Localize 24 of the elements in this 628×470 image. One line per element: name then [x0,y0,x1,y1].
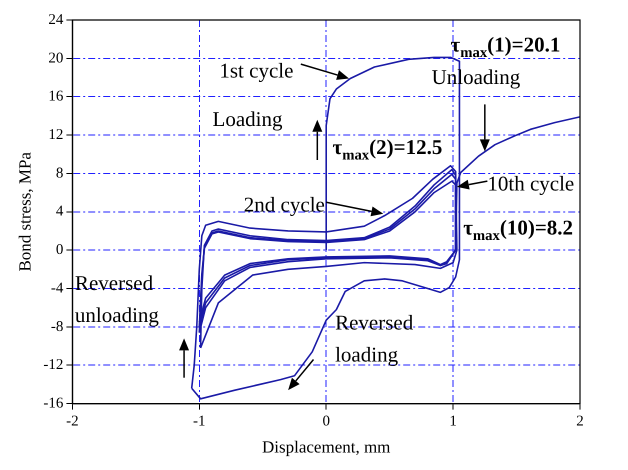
annotation: Loading [212,107,284,132]
y-tick-label: -12 [43,357,64,374]
y-tick-label: 4 [56,204,64,220]
x-axis-title: Displacement, mm [262,437,390,456]
x-tick-label: 1 [449,414,457,430]
x-tick-label: 2 [576,414,584,430]
annotation: Reversed unloading [74,271,160,328]
x-tick-label: 0 [322,414,330,430]
annotation: 2nd cycle [244,192,325,217]
y-tick-label: 24 [48,12,64,28]
y-tick-label: -16 [43,396,64,412]
x-tick-label: -1 [193,414,206,430]
y-tick-label: -8 [50,318,64,335]
annotation: Reversed loading [335,310,414,367]
y-tick-label: -4 [50,280,64,296]
y-tick-label: 20 [48,50,64,66]
y-tick-label: 12 [48,127,64,144]
x-tick-label: -2 [66,414,79,430]
y-tick-label: 16 [48,88,64,105]
y-tick-label: 0 [56,242,64,258]
annotation: 1st cycle [219,58,294,82]
y-axis-title: Bond stress, MPa [16,152,35,272]
y-tick-label: 8 [56,165,64,182]
annotation: 10th cycle [487,171,574,196]
